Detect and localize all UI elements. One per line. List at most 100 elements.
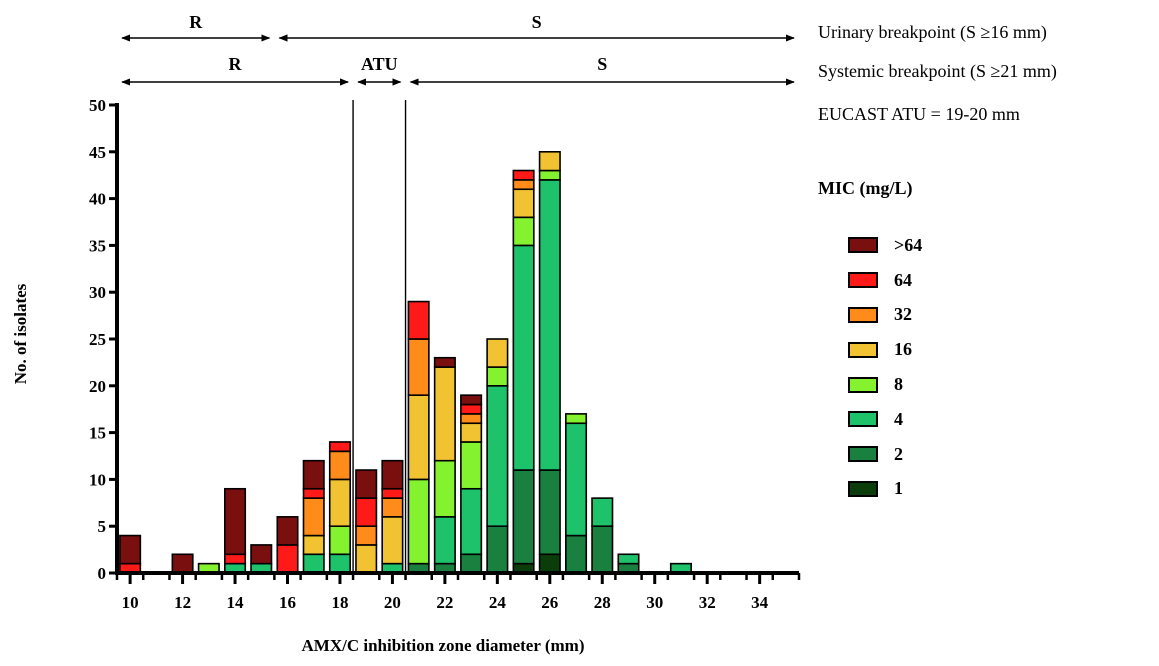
bar-segment-14mm-64: [224, 553, 247, 565]
bar-segment-25mm-16: [512, 188, 535, 219]
x-tick-label: 20: [384, 593, 401, 612]
legend-item: 8: [848, 367, 922, 402]
bar-segment-21mm-8: [407, 478, 430, 565]
y-tick-label: 25: [89, 330, 106, 349]
x-tick-label: 10: [122, 593, 139, 612]
x-tick-label: 30: [646, 593, 663, 612]
bar-segment-28mm-4: [591, 497, 614, 527]
breakpoint-annotations: R S R ATU S: [121, 12, 795, 573]
legend-label: 1: [894, 478, 903, 499]
legend-swatch: [848, 237, 878, 254]
y-tick-label: 30: [89, 283, 106, 302]
bar-segment-17mm-32: [302, 497, 325, 537]
y-tick-label: 10: [89, 470, 106, 489]
bar-segment-24mm-2: [486, 525, 509, 574]
y-tick-label: 15: [89, 424, 106, 443]
bar-segment-25mm-4: [512, 244, 535, 471]
systemic-row-label-s: S: [597, 54, 607, 74]
urinary-row-label-r: R: [189, 12, 203, 32]
bar-segment-17mm-gt64: [302, 459, 325, 490]
bar-segment-23mm-8: [460, 441, 483, 490]
legend-title: MIC (mg/L): [818, 178, 913, 198]
bar-segment-26mm-1: [538, 553, 561, 574]
legend-label: 2: [894, 443, 903, 464]
y-tick-label: 40: [89, 190, 106, 209]
systemic-breakpoint-note: Systemic breakpoint (S ≥21 mm): [818, 61, 1057, 81]
legend-item: 1: [848, 472, 922, 507]
bar-segment-20mm-32: [381, 497, 404, 518]
bar-segment-20mm-16: [381, 516, 404, 565]
legend-label: >64: [894, 234, 923, 255]
bar-segment-19mm-32: [355, 525, 378, 546]
bar-segment-19mm-64: [355, 497, 378, 527]
urinary-breakpoint-note: Urinary breakpoint (S ≥16 mm): [818, 22, 1047, 42]
legend-item: 32: [848, 298, 922, 333]
bar-segment-18mm-4: [328, 553, 351, 574]
legend-item: 64: [848, 263, 922, 298]
eucast-atu-note: EUCAST ATU = 19-20 mm: [818, 104, 1020, 124]
y-tick-label: 0: [98, 564, 107, 583]
systemic-row-label-atu: ATU: [361, 54, 398, 74]
legend-item: 4: [848, 402, 922, 437]
bar-segment-18mm-16: [328, 478, 351, 527]
bar-segment-28mm-2: [591, 525, 614, 574]
bar-segment-27mm-8: [565, 413, 588, 425]
bar-segment-23mm-gt64: [460, 394, 483, 406]
bar-segment-20mm-64: [381, 487, 404, 499]
bar-segment-19mm-gt64: [355, 469, 378, 499]
bar-segment-24mm-8: [486, 366, 509, 387]
x-tick-label: 16: [279, 593, 296, 612]
bar-segment-26mm-2: [538, 469, 561, 556]
bar-segment-23mm-64: [460, 403, 483, 415]
bar-segment-24mm-4: [486, 384, 509, 527]
bar-segment-22mm-16: [433, 366, 456, 462]
bar-segment-23mm-16: [460, 422, 483, 443]
bar-segment-16mm-64: [276, 544, 299, 574]
bar-segment-17mm-64: [302, 487, 325, 499]
bar-segment-17mm-4: [302, 553, 325, 574]
bar-segment-22mm-8: [433, 459, 456, 518]
x-tick-label: 22: [436, 593, 453, 612]
bar-segment-21mm-64: [407, 300, 430, 340]
x-tick-label: 34: [751, 593, 769, 612]
bar-segment-22mm-gt64: [433, 356, 456, 368]
bar-segment-23mm-4: [460, 487, 483, 556]
y-axis-title: No. of isolates: [11, 283, 30, 384]
bar-segment-27mm-4: [565, 422, 588, 537]
bar-segment-21mm-16: [407, 394, 430, 481]
x-tick-label: 32: [699, 593, 716, 612]
bar-segment-25mm-2: [512, 469, 535, 565]
x-tick-label: 14: [227, 593, 245, 612]
legend-swatch: [848, 376, 878, 393]
bar-segment-27mm-2: [565, 534, 588, 574]
legend-swatch: [848, 341, 878, 358]
bar-segment-23mm-2: [460, 553, 483, 574]
legend-swatch: [848, 446, 878, 463]
bar-segment-15mm-gt64: [250, 544, 273, 565]
legend-item: >64: [848, 228, 922, 263]
legend-label: 16: [894, 339, 912, 360]
legend-swatch: [848, 272, 878, 289]
y-tick-label: 20: [89, 377, 106, 396]
systemic-row-label-r: R: [229, 54, 243, 74]
bar-segment-29mm-4: [617, 553, 640, 565]
bar-segment-14mm-gt64: [224, 487, 247, 556]
bar-segment-21mm-32: [407, 338, 430, 396]
bar-segment-25mm-32: [512, 179, 535, 191]
bar-segment-25mm-64: [512, 169, 535, 181]
bar-segment-26mm-8: [538, 169, 561, 181]
bar-segment-16mm-gt64: [276, 516, 299, 546]
axes: 0 5 10 15 20 25 30 35 40 45 50 10 12 14 16 18 20 22 24 26 28…: [89, 96, 801, 612]
x-tick-label: 28: [594, 593, 611, 612]
legend-label: 64: [894, 269, 912, 290]
x-tick-label: 12: [174, 593, 191, 612]
legend-swatch: [848, 411, 878, 428]
x-axis-title: AMX/C inhibition zone diameter (mm): [302, 636, 585, 655]
x-tick-label: 26: [541, 593, 558, 612]
x-tick-label: 18: [331, 593, 348, 612]
legend-label: 4: [894, 408, 903, 429]
bar-segment-20mm-gt64: [381, 459, 404, 490]
y-tick-label: 45: [89, 143, 106, 162]
bar-segment-26mm-16: [538, 151, 561, 172]
